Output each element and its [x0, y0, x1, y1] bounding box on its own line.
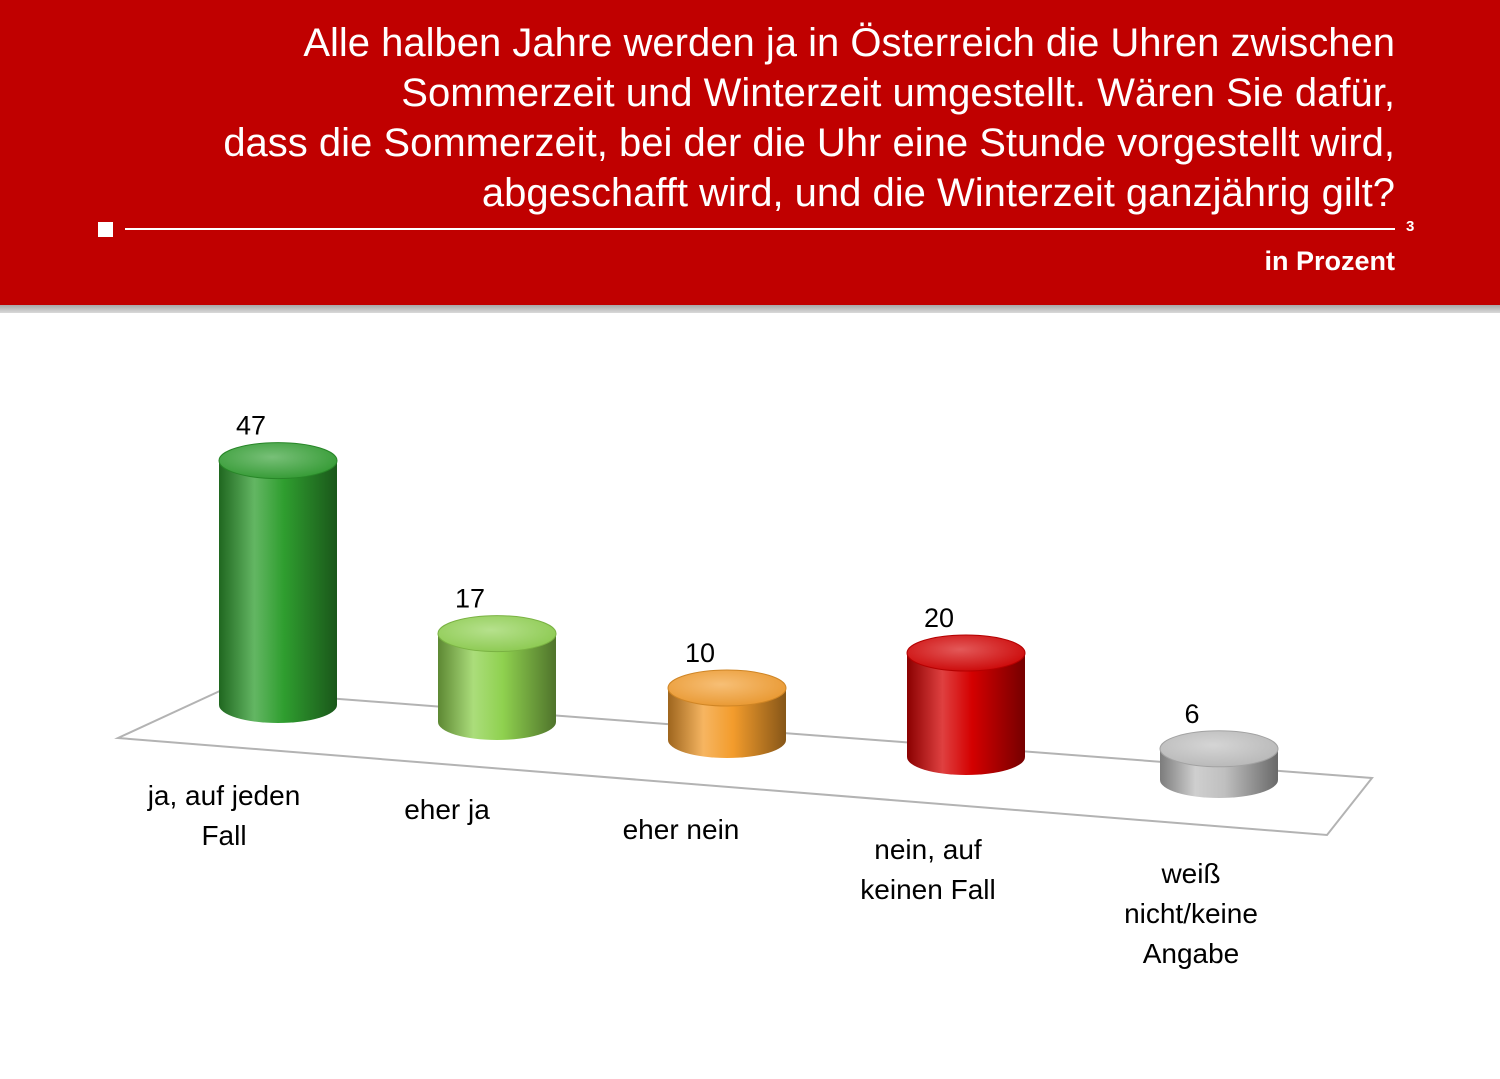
bar-4 — [906, 634, 1026, 775]
page-number: 3 — [1406, 218, 1415, 235]
question-line: abgeschafft wird, und die Winterzeit gan… — [481, 171, 1395, 215]
category-label-line: Fall — [201, 820, 247, 851]
bar-1 — [218, 442, 338, 723]
category-label: weiß nicht/keine Angabe — [1071, 854, 1311, 974]
unit-label: in Prozent — [1264, 246, 1395, 276]
category-label-line: Angabe — [1142, 938, 1240, 969]
bullet-square-icon — [98, 222, 113, 237]
bar-top — [1159, 730, 1279, 768]
bar-5 — [1159, 730, 1279, 798]
header-divider — [125, 228, 1395, 230]
value-label: 17 — [455, 584, 485, 614]
question-line: dass die Sommerzeit, bei der die Uhr ein… — [223, 121, 1395, 165]
category-label-line: nein, auf — [874, 834, 982, 865]
bar-3 — [667, 669, 787, 758]
bar-body — [219, 460, 337, 723]
category-label: ja, auf jeden Fall — [104, 776, 344, 856]
category-label-line: eher ja — [404, 794, 490, 825]
question-title: Alle halben Jahre werden ja in Österreic… — [75, 18, 1395, 218]
category-label: eher nein — [561, 810, 801, 850]
category-label: eher ja — [327, 790, 567, 830]
value-label: 47 — [236, 411, 266, 441]
bar-top — [437, 615, 557, 653]
value-label: 6 — [1184, 699, 1199, 729]
bar-body — [668, 688, 786, 758]
bar-body — [907, 653, 1025, 775]
category-label-line: weiß — [1161, 858, 1221, 889]
bar-top — [906, 634, 1026, 672]
category-label-line: keinen Fall — [860, 874, 996, 905]
header-banner — [0, 0, 1500, 305]
category-label-line: ja, auf jeden — [147, 780, 301, 811]
bar-top — [667, 669, 787, 707]
question-line: Alle halben Jahre werden ja in Österreic… — [303, 21, 1395, 65]
category-label-line: nicht/keine — [1124, 898, 1258, 929]
chart-floor — [114, 688, 1374, 837]
value-label: 10 — [685, 638, 715, 668]
bar-body — [438, 633, 556, 740]
bar-top — [218, 442, 338, 480]
bar-2 — [437, 615, 557, 740]
category-label-line: eher nein — [622, 814, 740, 845]
category-label: nein, auf keinen Fall — [808, 830, 1048, 910]
question-line: Sommerzeit und Winterzeit umgestellt. Wä… — [401, 71, 1395, 115]
header-shadow — [0, 305, 1500, 313]
value-label: 20 — [924, 603, 954, 633]
